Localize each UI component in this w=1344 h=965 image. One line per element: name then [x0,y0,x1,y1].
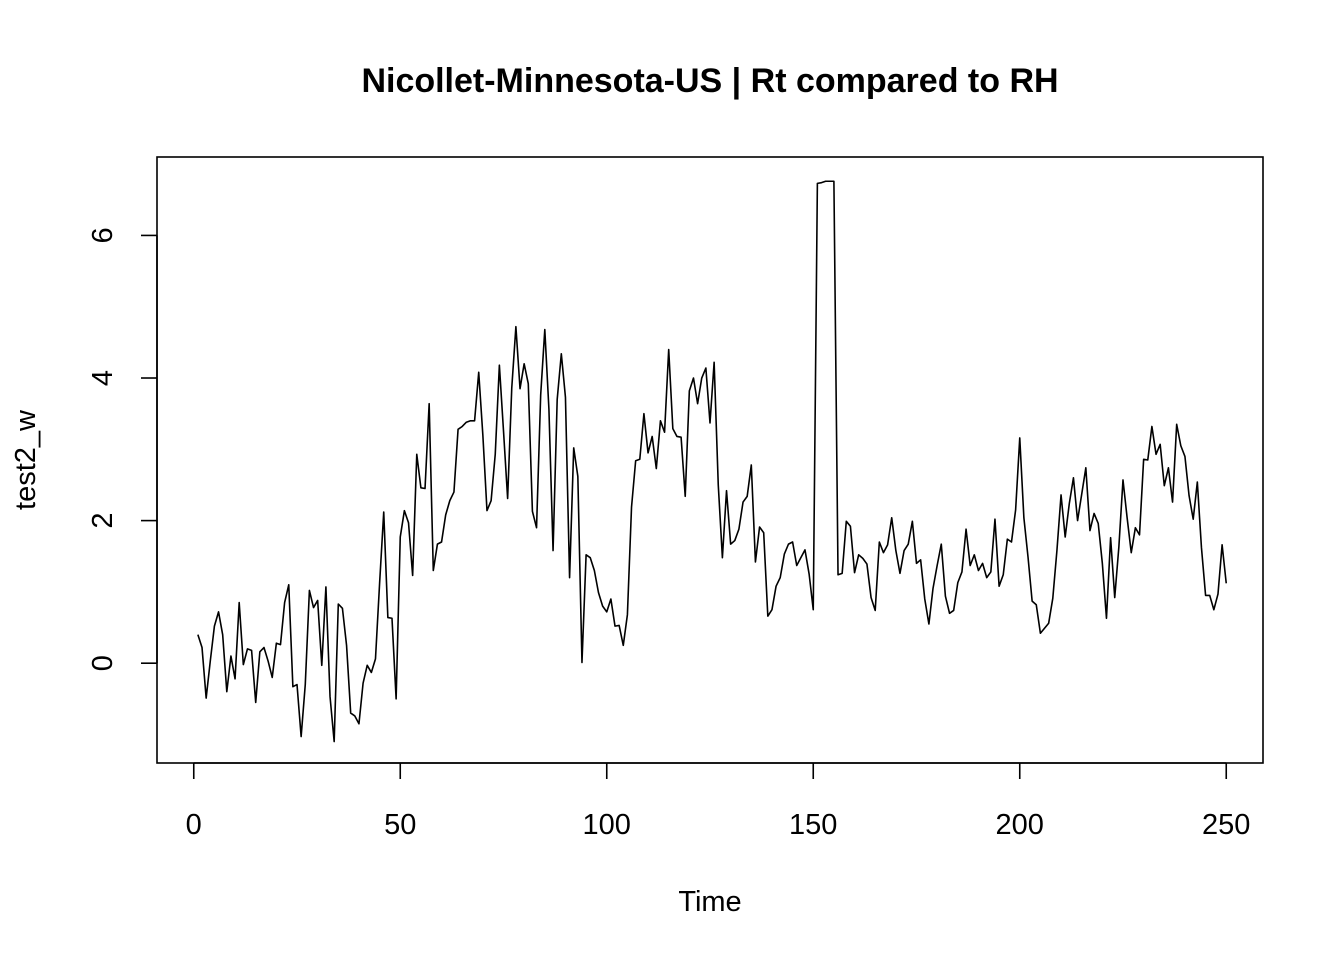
y-axis-label: test2_w [10,409,42,510]
x-tick-label: 50 [384,809,416,841]
x-axis-label: Time [678,886,741,918]
x-tick-label: 250 [1202,809,1250,841]
y-tick-label: 4 [87,370,119,386]
y-tick-label: 0 [87,655,119,671]
x-tick-label: 0 [186,809,202,841]
x-tick-label: 150 [789,809,837,841]
x-tick-label: 200 [996,809,1044,841]
y-axis: 0 2 4 6 [87,227,158,671]
x-tick-label: 100 [583,809,631,841]
x-axis: 0 50 100 150 200 250 [186,762,1250,841]
chart-title: Nicollet-Minnesota-US | Rt compared to R… [361,62,1058,100]
plot-frame [156,156,1264,764]
y-tick-label: 2 [87,513,119,529]
y-tick-label: 6 [87,227,119,243]
series-line [197,180,1228,743]
series-layer [197,180,1228,743]
